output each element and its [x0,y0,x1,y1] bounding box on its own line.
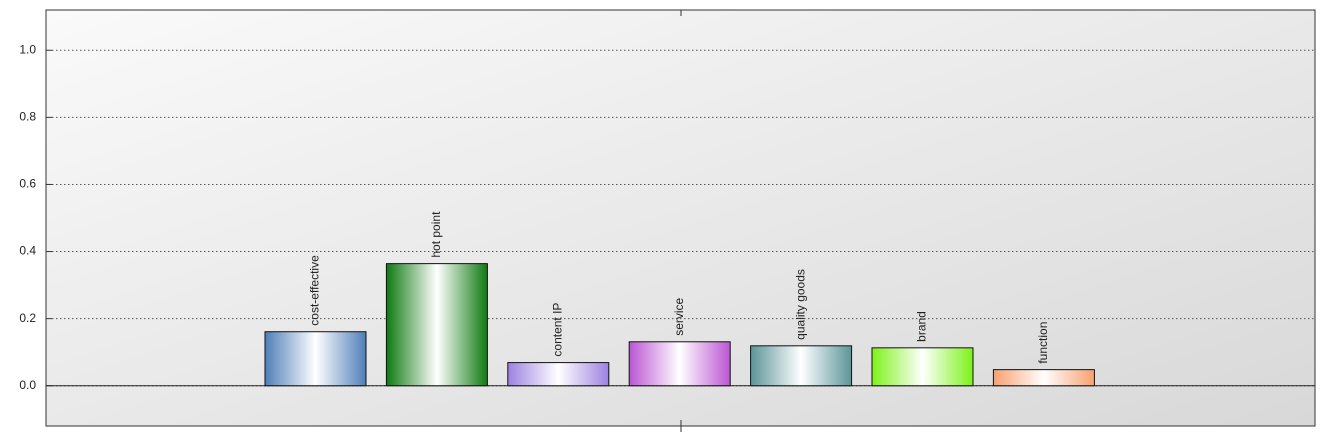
bar-label: content IP [550,303,564,357]
y-tick-label: 0.2 [19,311,36,325]
y-tick-label: 0.6 [19,177,36,191]
bar-label: brand [915,311,929,342]
y-tick-label: 1.0 [19,42,36,56]
bar-label: cost-effective [308,255,322,326]
bar-label: function [1036,322,1050,364]
y-tick-label: 0.0 [19,378,36,392]
bar [750,345,853,387]
bar [628,341,731,387]
bar [264,331,367,387]
y-tick-label: 0.8 [19,110,36,124]
bar [385,263,488,387]
bar-label: quality goods [793,269,807,340]
bar [871,347,974,387]
bar [992,369,1095,387]
y-tick-label: 0.4 [19,244,36,258]
bar-label: hot point [429,211,443,258]
bar-label: service [672,297,686,335]
bar [507,362,610,387]
